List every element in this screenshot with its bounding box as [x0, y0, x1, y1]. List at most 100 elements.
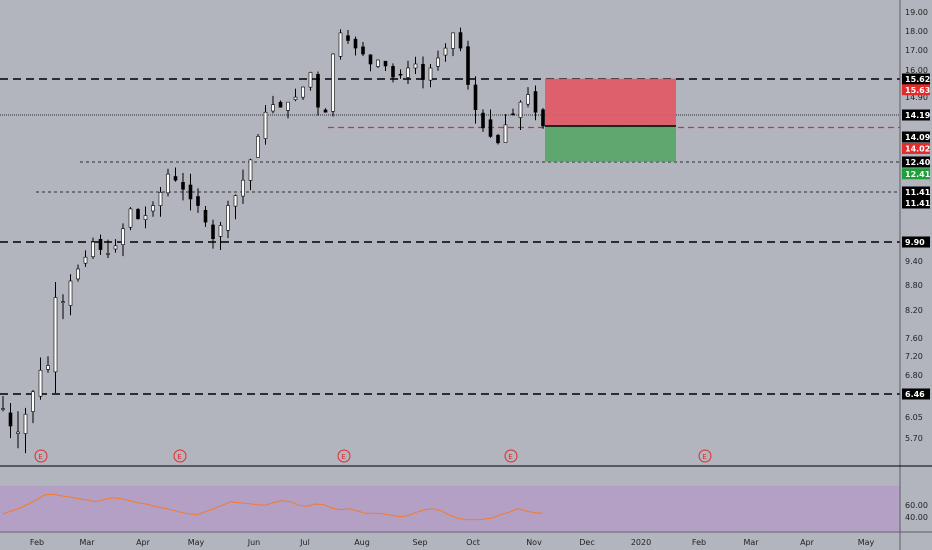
candle-body[interactable]: [278, 101, 283, 108]
candle-body[interactable]: [233, 195, 238, 207]
candle-body[interactable]: [301, 86, 305, 98]
candle-body[interactable]: [91, 241, 95, 257]
candle-body[interactable]: [518, 101, 523, 118]
time-tick-label: Oct: [466, 538, 480, 547]
candle-body[interactable]: [428, 67, 433, 81]
candle-body[interactable]: [361, 46, 365, 55]
candle-body[interactable]: [413, 63, 418, 69]
candle-body[interactable]: [46, 365, 50, 370]
candle-body[interactable]: [451, 32, 455, 49]
candle-body[interactable]: [248, 159, 253, 181]
candle-body[interactable]: [113, 245, 118, 250]
candle-body[interactable]: [143, 215, 148, 220]
candle-body[interactable]: [286, 101, 290, 111]
candle-body[interactable]: [61, 301, 65, 303]
candle-body[interactable]: [406, 67, 410, 78]
candle-body[interactable]: [458, 32, 463, 49]
rsi-band: [0, 486, 900, 531]
candle-body[interactable]: [166, 173, 170, 194]
candle-body[interactable]: [121, 228, 125, 245]
price-label-box: [902, 109, 930, 121]
candle-body[interactable]: [241, 179, 245, 197]
candle-body[interactable]: [511, 113, 515, 116]
candle-body[interactable]: [376, 59, 380, 67]
candle-body[interactable]: [391, 66, 395, 78]
price-tick-label: 7.20: [905, 352, 923, 361]
candle-body[interactable]: [323, 109, 328, 113]
candle-body[interactable]: [68, 280, 73, 306]
candle-body[interactable]: [481, 112, 485, 129]
candle-body[interactable]: [83, 256, 88, 264]
candle-body[interactable]: [271, 104, 275, 112]
candle-body[interactable]: [488, 119, 493, 137]
rsi-pane[interactable]: [0, 486, 900, 531]
candle-body[interactable]: [316, 73, 320, 108]
candle-body[interactable]: [8, 412, 13, 427]
candle-body[interactable]: [136, 209, 140, 220]
candle-body[interactable]: [31, 391, 35, 412]
candle-body[interactable]: [188, 184, 193, 200]
candle-body[interactable]: [173, 176, 178, 181]
candle-body[interactable]: [338, 32, 343, 57]
candle-body[interactable]: [53, 297, 58, 373]
candle-body[interactable]: [158, 192, 163, 206]
candle-body[interactable]: [263, 111, 268, 139]
candle-body[interactable]: [533, 91, 538, 113]
earnings-marker[interactable]: [504, 449, 518, 463]
candle-body[interactable]: [256, 136, 260, 158]
time-tick-label: Feb: [692, 538, 706, 547]
candle-body[interactable]: [38, 369, 43, 397]
price-tick-label: 8.80: [905, 281, 923, 290]
stop-loss-zone[interactable]: [545, 78, 676, 126]
candle-body[interactable]: [346, 35, 350, 41]
candle-body[interactable]: [436, 57, 440, 67]
candle-body[interactable]: [106, 253, 110, 255]
candle-body[interactable]: [421, 63, 425, 80]
candle-body[interactable]: [196, 196, 200, 206]
candle-body[interactable]: [466, 46, 470, 85]
take-profit-zone[interactable]: [545, 126, 676, 162]
candle-body[interactable]: [211, 224, 215, 239]
candle-body[interactable]: [151, 205, 155, 212]
candle-body[interactable]: [473, 84, 478, 111]
candle-body[interactable]: [541, 109, 545, 127]
candle-body[interactable]: [443, 47, 448, 56]
candle-body[interactable]: [1, 408, 5, 410]
price-label-text: 15.63: [905, 86, 930, 95]
earnings-marker[interactable]: [698, 449, 712, 463]
candle-body[interactable]: [353, 38, 358, 49]
price-label-box: [902, 186, 930, 198]
candle-body[interactable]: [368, 54, 373, 65]
price-label-box: [902, 84, 930, 96]
candle-body[interactable]: [203, 210, 208, 223]
candle-body[interactable]: [383, 60, 388, 67]
earnings-marker[interactable]: [173, 449, 187, 463]
candle-body[interactable]: [23, 413, 28, 434]
rsi-tick-label: 40.00: [905, 513, 928, 522]
candle-body[interactable]: [226, 205, 230, 231]
candle-body[interactable]: [308, 72, 313, 88]
price-axis[interactable]: 19.0018.0017.0016.0014.9013.009.408.808.…: [902, 8, 931, 522]
price-label-text: 9.90: [905, 238, 925, 247]
earnings-marker[interactable]: [337, 449, 351, 463]
candle-body[interactable]: [16, 431, 20, 434]
rsi-line[interactable]: [2, 493, 544, 521]
candle-body[interactable]: [218, 225, 223, 237]
candle-body[interactable]: [181, 181, 185, 190]
candle-body[interactable]: [398, 73, 403, 76]
candle-body[interactable]: [98, 238, 103, 250]
candle-body[interactable]: [331, 53, 335, 112]
candle-body[interactable]: [503, 124, 508, 143]
price-tick-label: 8.20: [905, 306, 923, 315]
candle-body[interactable]: [76, 268, 80, 280]
earnings-marker-label: E: [341, 453, 345, 461]
candle-body[interactable]: [526, 94, 530, 105]
earnings-marker[interactable]: [34, 449, 48, 463]
time-axis[interactable]: Feb Mar Apr May Jun Jul Aug Sep Oct Nov Dec 2020 Feb…: [30, 538, 875, 547]
candle-body[interactable]: [496, 135, 500, 144]
candle-body[interactable]: [128, 208, 133, 228]
candle-body[interactable]: [293, 96, 298, 100]
time-tick-label: Mar: [79, 538, 95, 547]
